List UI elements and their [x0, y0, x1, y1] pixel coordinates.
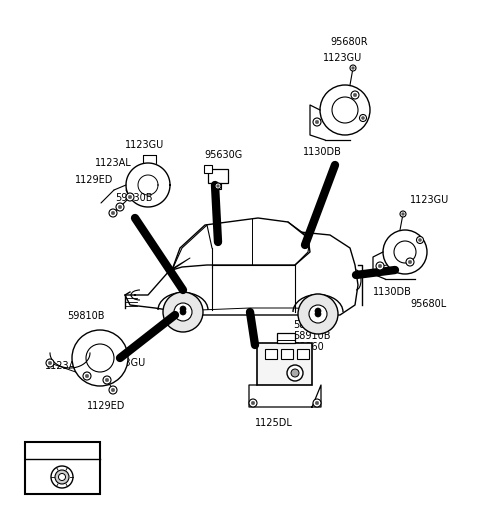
Circle shape	[174, 303, 192, 321]
Text: 1123AL: 1123AL	[45, 361, 82, 371]
Bar	[281, 349, 293, 359]
Circle shape	[353, 93, 357, 97]
Circle shape	[313, 118, 321, 126]
Circle shape	[116, 203, 124, 211]
Circle shape	[352, 66, 354, 69]
Bar	[25, 442, 100, 494]
Bar	[297, 349, 309, 359]
Circle shape	[315, 308, 321, 314]
Text: 1125DL: 1125DL	[255, 418, 293, 428]
Circle shape	[55, 470, 69, 484]
Bar	[215, 183, 221, 189]
Circle shape	[249, 399, 257, 407]
Circle shape	[111, 388, 115, 392]
Text: 95630G: 95630G	[204, 150, 242, 160]
Text: 58960: 58960	[293, 342, 324, 352]
Circle shape	[378, 264, 382, 268]
Text: 1123GU: 1123GU	[125, 140, 164, 150]
Circle shape	[128, 195, 132, 199]
Text: 1123AL: 1123AL	[95, 158, 132, 168]
Circle shape	[376, 262, 384, 270]
Polygon shape	[125, 232, 358, 315]
Circle shape	[109, 209, 117, 217]
Circle shape	[180, 309, 186, 315]
Text: 1130DB: 1130DB	[373, 287, 412, 297]
Circle shape	[216, 185, 219, 188]
Circle shape	[163, 292, 203, 332]
Circle shape	[251, 401, 255, 405]
Circle shape	[180, 306, 186, 312]
Circle shape	[86, 344, 114, 372]
Circle shape	[383, 230, 427, 274]
Text: 1129ED: 1129ED	[87, 401, 125, 411]
Circle shape	[298, 294, 338, 334]
Circle shape	[46, 359, 54, 367]
Polygon shape	[172, 218, 310, 270]
Circle shape	[402, 212, 404, 215]
Text: 1130DB: 1130DB	[303, 147, 342, 157]
Circle shape	[48, 361, 52, 365]
Bar	[204, 165, 212, 173]
Circle shape	[351, 91, 359, 99]
Circle shape	[85, 374, 89, 378]
Text: 1123GU: 1123GU	[107, 358, 146, 368]
Bar	[265, 349, 277, 359]
Circle shape	[103, 376, 111, 384]
Text: 1123GU: 1123GU	[323, 53, 362, 63]
Text: 59810B: 59810B	[67, 311, 105, 321]
Circle shape	[313, 399, 321, 407]
Text: 1337AA: 1337AA	[29, 446, 70, 456]
Text: 95680L: 95680L	[410, 299, 446, 309]
Circle shape	[309, 305, 327, 323]
Circle shape	[360, 115, 367, 122]
Circle shape	[83, 372, 91, 380]
Circle shape	[118, 205, 122, 209]
Bar	[277, 333, 295, 343]
Circle shape	[315, 120, 319, 124]
Circle shape	[105, 378, 109, 382]
Circle shape	[408, 260, 412, 264]
Circle shape	[126, 193, 134, 201]
Bar	[208, 169, 228, 183]
Text: 1129ED: 1129ED	[75, 175, 113, 185]
Circle shape	[287, 365, 303, 381]
Circle shape	[320, 85, 370, 135]
Circle shape	[417, 236, 423, 243]
Bar	[257, 343, 312, 385]
Text: 58910B: 58910B	[293, 331, 331, 341]
Text: 95680R: 95680R	[330, 37, 368, 47]
Text: 59830B: 59830B	[115, 193, 153, 203]
Circle shape	[361, 117, 365, 120]
Circle shape	[400, 211, 406, 217]
Text: 1123GU: 1123GU	[410, 195, 449, 205]
Circle shape	[315, 401, 319, 405]
Circle shape	[406, 258, 414, 266]
Circle shape	[109, 386, 117, 394]
Circle shape	[394, 241, 416, 263]
Circle shape	[72, 330, 128, 386]
Circle shape	[315, 311, 321, 317]
Circle shape	[419, 238, 421, 241]
Circle shape	[111, 211, 115, 215]
Text: 58920: 58920	[293, 320, 324, 330]
Circle shape	[59, 474, 65, 481]
Circle shape	[215, 183, 221, 189]
Circle shape	[291, 369, 299, 377]
Circle shape	[350, 65, 356, 71]
Circle shape	[332, 97, 358, 123]
Circle shape	[51, 466, 73, 488]
